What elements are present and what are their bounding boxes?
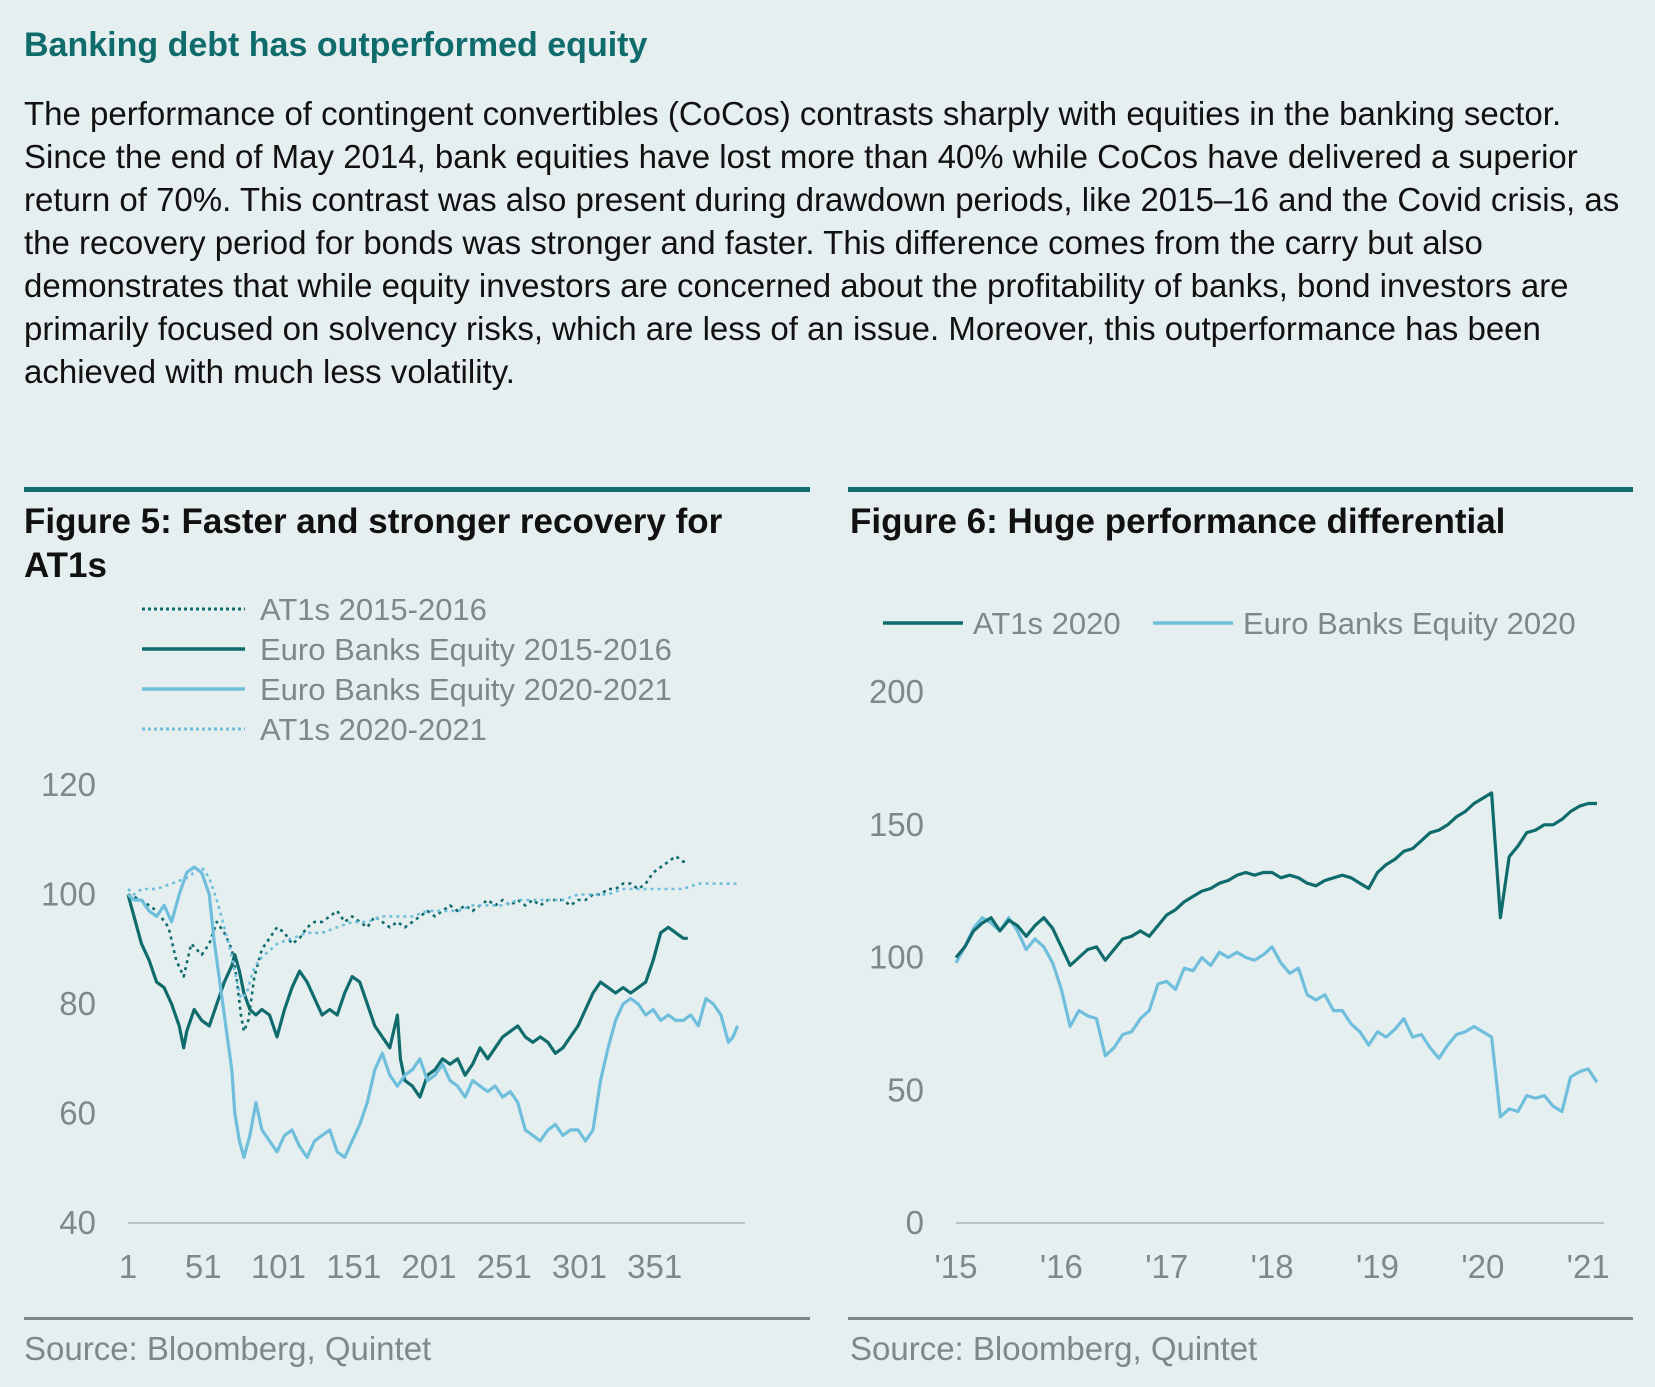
figure6-y-tick-0: 0 [906, 1204, 924, 1241]
page-headline: Banking debt has outperformed equity [24, 26, 648, 64]
figure5-x-tick-301: 301 [552, 1248, 607, 1285]
figure5-y-tick-60: 60 [59, 1095, 96, 1132]
figure6-y-tick-150: 150 [869, 806, 924, 843]
legend-label-euro-banks-equity-2020: Euro Banks Equity 2020 [1243, 606, 1576, 641]
figure6-title: Figure 6: Huge performance differential [850, 502, 1506, 541]
figure6-chart: AT1s 2020 Euro Banks Equity 2020 0 50 100 150… [869, 606, 1610, 1285]
figure5-x-tick-1: 1 [119, 1248, 137, 1285]
figure5-y-tick-80: 80 [59, 985, 96, 1022]
series-line-euro-banks-equity-2020 [954, 916, 1599, 1119]
legend-label-at1s-2015-2016: AT1s 2015-2016 [260, 592, 487, 627]
figure5-source-rule [24, 1317, 810, 1320]
figure6-x-tick-15: '15 [934, 1248, 977, 1285]
figure5-title: Figure 5: Faster and stronger recovery f… [24, 502, 723, 585]
figure6-x-tick-16: '16 [1040, 1248, 1083, 1285]
figure5-y-tick-120: 120 [41, 766, 96, 803]
figure5-source: Source: Bloomberg, Quintet [24, 1330, 432, 1367]
figure6-x-tick-20: '20 [1461, 1248, 1504, 1285]
figure6-y-tick-50: 50 [887, 1071, 924, 1108]
figure5-x-tick-51: 51 [185, 1248, 222, 1285]
series-line-euro-banks-equity-2015-2016 [126, 894, 688, 1099]
figure6-y-tick-200: 200 [869, 673, 924, 710]
series-line-at1s-2020-2021 [127, 865, 738, 1000]
figure6-x-tick-21: '21 [1567, 1248, 1610, 1285]
intro-paragraph: The performance of contingent convertibl… [24, 95, 1620, 390]
figure5-x-tick-101: 101 [251, 1248, 306, 1285]
figure5-top-rule [24, 487, 810, 492]
figure6-y-tick-100: 100 [869, 939, 924, 976]
figure5-chart: AT1s 2015-2016 Euro Banks Equity 2015-201… [41, 592, 745, 1285]
figure5-x-tick-151: 151 [326, 1248, 381, 1285]
figure5-x-tick-351: 351 [627, 1248, 682, 1285]
figure6-x-tick-19: '19 [1356, 1248, 1399, 1285]
series-line-at1s-2015-2016 [127, 854, 688, 1033]
figure6-top-rule [848, 487, 1633, 492]
figure5-x-tick-251: 251 [477, 1248, 532, 1285]
series-line-euro-banks-equity-2020-2021 [126, 865, 739, 1159]
legend-label-euro-banks-equity-2015-2016: Euro Banks Equity 2015-2016 [260, 632, 672, 667]
legend-label-at1s-2020-2021: AT1s 2020-2021 [260, 712, 487, 747]
figure6-x-tick-17: '17 [1145, 1248, 1188, 1285]
series-line-at1s-2020 [954, 791, 1597, 968]
figure5-y-tick-100: 100 [41, 876, 96, 913]
figure6-source-rule [848, 1317, 1633, 1320]
figure5-y-tick-40: 40 [59, 1204, 96, 1241]
figure5-x-tick-201: 201 [401, 1248, 456, 1285]
figure6-source: Source: Bloomberg, Quintet [850, 1330, 1258, 1367]
figure6-x-tick-18: '18 [1251, 1248, 1294, 1285]
legend-label-at1s-2020: AT1s 2020 [973, 606, 1121, 641]
legend-label-euro-banks-equity-2020-2021: Euro Banks Equity 2020-2021 [260, 672, 672, 707]
